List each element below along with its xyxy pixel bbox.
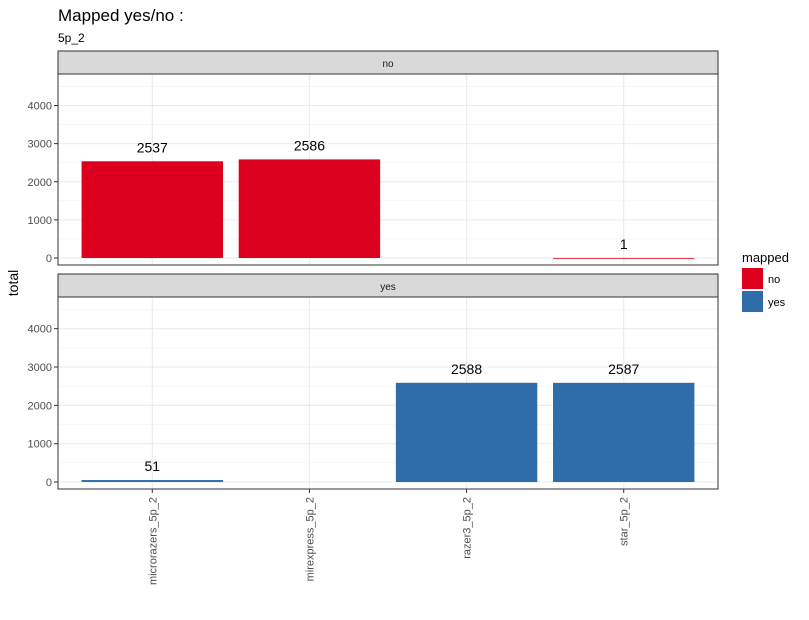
y-tick-label: 4000 [28,324,52,336]
bar-yes-star_5p_2 [553,382,695,482]
legend-swatch-no [742,268,763,289]
legend-swatch-yes [742,291,763,312]
x-tick-label: razer3_5p_2 [462,497,474,559]
bar-no-microrazers_5p_2 [81,161,223,258]
legend: mapped no yes [742,250,789,312]
bar-no-star_5p_2 [553,257,695,259]
x-axis: microrazers_5p_2 mirexpress_5p_2 razer3_5p… [147,489,631,585]
facet-strip-label: yes [380,282,396,293]
data-label: 51 [144,458,160,474]
data-label: 2587 [608,361,639,377]
y-axis-label: total [5,270,21,296]
data-label: 2586 [294,137,325,153]
facet-strip [57,50,719,75]
y-tick-label: 4000 [28,101,52,113]
x-tick-label: microrazers_5p_2 [147,497,159,585]
data-label: 1 [620,236,628,252]
facet-panel-yes: 0 1000 2000 3000 4000 51 2588 2587 yes [28,273,719,490]
y-tick-label: 3000 [28,139,52,151]
bar-yes-microrazers_5p_2 [81,480,223,482]
y-tick-label: 1000 [28,439,52,451]
bar-yes-razer3_5p_2 [395,382,538,482]
y-tick-label: 0 [46,477,52,489]
y-tick-label: 1000 [28,215,52,227]
facet-strip [57,273,719,298]
y-tick-label: 2000 [28,177,52,189]
legend-label-no: no [768,274,780,286]
facet-panel-no: 0 1000 2000 3000 4000 2537 2586 1 no [28,50,719,266]
legend-label-yes: yes [768,297,786,309]
x-tick-label: star_5p_2 [619,497,631,546]
x-tick-label: mirexpress_5p_2 [304,497,316,581]
data-label: 2537 [137,139,168,155]
chart-subtitle: 5p_2 [58,31,85,45]
y-tick-label: 2000 [28,400,52,412]
y-tick-label: 0 [46,253,52,265]
y-tick-label: 3000 [28,362,52,374]
facet-panels: 0 1000 2000 3000 4000 2537 2586 1 no 0 1000 2000 300… [28,50,719,490]
data-label: 2588 [451,361,482,377]
bar-no-mirexpress_5p_2 [238,159,381,258]
facet-strip-label: no [382,59,394,70]
legend-title: mapped [742,250,789,265]
chart-title: Mapped yes/no : [58,6,184,25]
